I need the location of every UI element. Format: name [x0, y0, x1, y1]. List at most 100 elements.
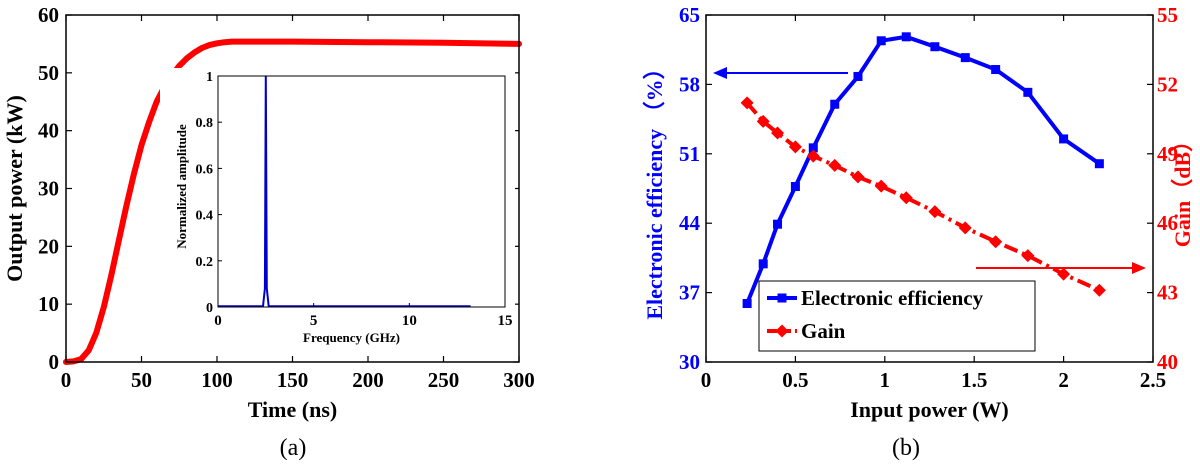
gain-point	[828, 158, 842, 172]
efficiency-point	[830, 99, 840, 109]
x-tick-label: 50	[131, 368, 152, 392]
panel-b-right-y-label: Gain（dB）	[1170, 130, 1195, 247]
right-y-tick-label: 40	[1157, 350, 1178, 374]
efficiency-point	[1059, 134, 1069, 144]
y-tick-label: 40	[38, 119, 59, 143]
gain-point	[1057, 267, 1071, 281]
efficiency-point	[758, 259, 768, 269]
inset-y-tick-label: 0.6	[196, 162, 214, 177]
right-y-tick-label: 52	[1157, 72, 1178, 96]
gain-point	[928, 205, 942, 219]
left-y-tick-label: 37	[679, 281, 700, 305]
caption-b: (b)	[892, 435, 920, 461]
gain-point	[756, 114, 770, 128]
efficiency-point	[901, 32, 911, 42]
inset-axes-frame	[217, 75, 506, 308]
right-arrow-head	[1132, 262, 1146, 274]
efficiency-point	[876, 36, 886, 46]
x-tick-label: 2.5	[1140, 368, 1166, 392]
legend-efficiency-label: Electronic efficiency	[801, 286, 984, 310]
inset-x-tick-label: 15	[498, 313, 513, 329]
inset-chart: 0 5 10 15 0 0.2 0.4 0.6 0.8 1 Frequency (GHz) Nor…	[160, 68, 515, 349]
x-tick-label: 250	[428, 368, 460, 392]
left-y-tick-label: 58	[679, 72, 700, 96]
efficiency-point	[790, 182, 800, 192]
left-y-tick-label: 44	[679, 211, 701, 235]
panel-b-axes-frame	[705, 14, 1154, 363]
x-tick-label: 300	[503, 368, 535, 392]
gain-point	[1092, 283, 1106, 297]
x-tick-label: 100	[201, 368, 233, 392]
y-tick-label: 30	[38, 177, 59, 201]
gain-point	[740, 96, 754, 110]
panel-a-x-label: Time (ns)	[248, 397, 337, 422]
inset-y-tick-label: 1	[206, 70, 213, 85]
inset-y-tick-label: 0.2	[196, 255, 214, 270]
right-y-tick-label: 55	[1157, 3, 1178, 27]
efficiency-point	[991, 65, 1001, 75]
x-tick-label: 0	[61, 368, 72, 392]
caption-a: (a)	[280, 435, 307, 461]
right-y-tick-label: 49	[1157, 142, 1178, 166]
right-y-tick-label: 43	[1157, 281, 1178, 305]
efficiency-point	[773, 219, 783, 229]
inset-x-tick-label: 10	[402, 313, 417, 329]
panel-b-x-label: Input power (W)	[850, 397, 1009, 422]
y-tick-label: 10	[38, 292, 59, 316]
legend-gain-label: Gain	[801, 319, 846, 343]
left-y-tick-label: 65	[679, 3, 700, 27]
left-y-tick-label: 30	[679, 350, 700, 374]
gain-point	[899, 191, 913, 205]
gain-point	[806, 149, 820, 163]
gain-point	[788, 140, 802, 154]
panel-b-arrows	[713, 67, 1146, 274]
inset-y-tick-label: 0.4	[196, 209, 214, 224]
y-tick-label: 0	[49, 350, 60, 374]
left-y-tick-label: 51	[679, 142, 700, 166]
efficiency-point	[1023, 87, 1033, 97]
inset-y-tick-label: 0	[206, 301, 213, 316]
spectrum-line	[218, 75, 471, 308]
legend-efficiency-marker	[777, 293, 787, 303]
efficiency-point	[930, 42, 940, 52]
legend: Electronic efficiency Gain	[758, 280, 1036, 352]
inset-x-label: Frequency (GHz)	[303, 330, 400, 345]
efficiency-point	[808, 143, 818, 153]
panel-b-left-y-label: Electronic efficiency （%）	[642, 57, 667, 319]
efficiency-point	[1094, 159, 1104, 169]
gain-line	[745, 101, 1101, 293]
inset-y-label: Normalized amplitude	[174, 124, 189, 249]
legend-box	[758, 280, 1036, 352]
x-tick-label: 1	[880, 368, 891, 392]
left-arrow-head	[713, 67, 727, 79]
panel-b: 0 0.5 1 1.5 2 2.5 30 37 44 51 58 65 40 43 46 49 52 55 Ele…	[642, 3, 1195, 461]
gain-point	[851, 170, 865, 184]
legend-gain-marker	[775, 324, 789, 338]
gain-point	[1021, 249, 1035, 263]
y-tick-label: 50	[38, 61, 59, 85]
inset-series	[218, 75, 471, 308]
inset-ticks: 0 5 10 15 0 0.2 0.4 0.6 0.8 1	[196, 70, 513, 329]
x-tick-label: 0	[701, 368, 712, 392]
panel-b-series	[740, 32, 1106, 309]
inset-x-tick-label: 5	[310, 313, 318, 329]
y-tick-label: 20	[38, 234, 59, 258]
x-tick-label: 1.5	[961, 368, 987, 392]
gain-point	[771, 126, 785, 140]
gain-point	[874, 179, 888, 193]
gain-point	[958, 221, 972, 235]
efficiency-point	[742, 299, 752, 309]
x-tick-label: 0.5	[782, 368, 808, 392]
y-tick-label: 60	[38, 3, 59, 27]
x-tick-label: 150	[277, 368, 309, 392]
gain-point	[989, 235, 1003, 249]
x-tick-label: 200	[352, 368, 384, 392]
inset-background	[160, 68, 515, 349]
inset-y-tick-label: 0.8	[196, 116, 214, 131]
efficiency-point	[960, 53, 970, 63]
x-tick-label: 2	[1058, 368, 1069, 392]
panel-b-ticks: 0 0.5 1 1.5 2 2.5 30 37 44 51 58 65 40 43 46 49 52 55	[679, 3, 1178, 392]
